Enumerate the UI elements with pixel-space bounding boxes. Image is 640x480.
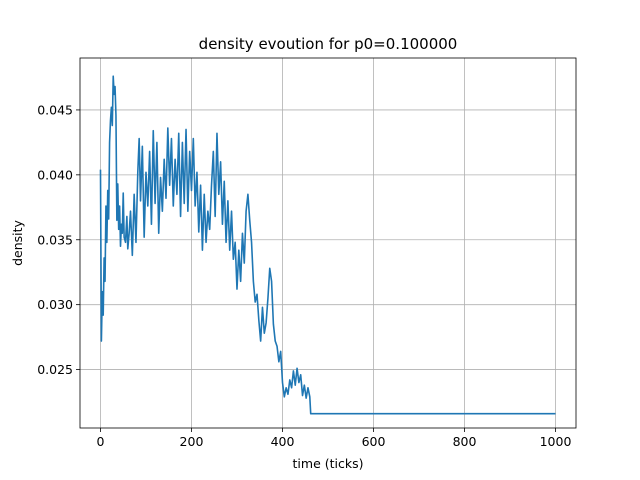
y-tick-label: 0.035 <box>37 232 73 247</box>
y-tick-label: 0.040 <box>37 167 73 182</box>
x-tick-label: 0 <box>97 434 105 449</box>
x-axis-label: time (ticks) <box>293 456 364 471</box>
y-axis-label: density <box>10 219 25 265</box>
chart-title: density evoution for p0=0.100000 <box>199 35 458 53</box>
x-tick-label: 800 <box>453 434 477 449</box>
grid-lines <box>80 58 576 428</box>
x-tick-label: 600 <box>362 434 386 449</box>
y-tick-label: 0.030 <box>37 297 73 312</box>
density-series-line <box>99 75 556 415</box>
plot-frame <box>79 57 577 429</box>
y-tick-label: 0.045 <box>37 102 73 117</box>
x-tick-label: 1000 <box>540 434 572 449</box>
y-tick-label: 0.025 <box>37 362 73 377</box>
axis-ticks: 0 200 400 600 800 1000 0.025 0.030 0.035 0.040 0.0… <box>37 102 571 449</box>
x-tick-label: 400 <box>271 434 295 449</box>
x-tick-label: 200 <box>180 434 204 449</box>
